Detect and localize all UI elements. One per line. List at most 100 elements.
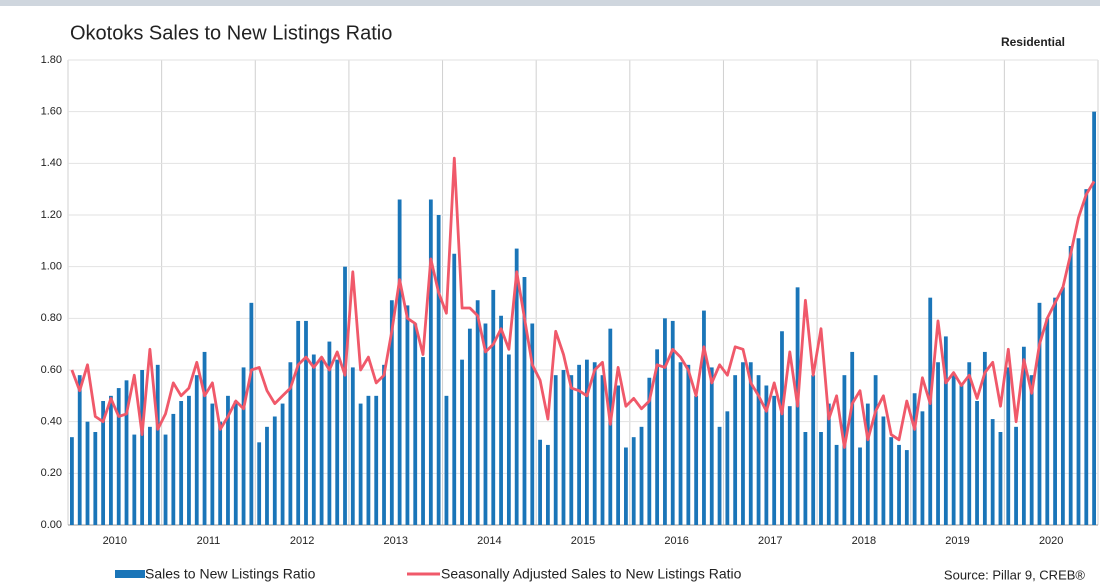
x-tick-label: 2015 bbox=[571, 535, 595, 547]
y-tick-label: 0.40 bbox=[41, 416, 62, 428]
bar bbox=[905, 450, 909, 525]
bar bbox=[702, 311, 706, 525]
bar bbox=[936, 362, 940, 525]
bar bbox=[819, 432, 823, 525]
x-tick-label: 2014 bbox=[477, 535, 501, 547]
bar bbox=[866, 404, 870, 525]
bar bbox=[156, 365, 160, 525]
y-tick-label: 0.60 bbox=[41, 364, 62, 376]
x-tick-label: 2019 bbox=[945, 535, 969, 547]
x-tick-label: 2011 bbox=[197, 535, 221, 547]
bar bbox=[718, 427, 722, 525]
bar bbox=[109, 396, 113, 525]
bar bbox=[70, 437, 74, 525]
bar bbox=[788, 406, 792, 525]
bar bbox=[335, 360, 339, 525]
x-tick-label: 2010 bbox=[103, 535, 127, 547]
x-tick-label: 2013 bbox=[383, 535, 407, 547]
bar bbox=[242, 367, 246, 525]
bar bbox=[1069, 246, 1073, 525]
bar bbox=[975, 401, 979, 525]
x-tick-label: 2016 bbox=[664, 535, 688, 547]
bar bbox=[640, 427, 644, 525]
y-tick-label: 1.00 bbox=[41, 261, 62, 273]
bar bbox=[491, 290, 495, 525]
bar bbox=[187, 396, 191, 525]
bar bbox=[710, 367, 714, 525]
bar bbox=[148, 427, 152, 525]
bar bbox=[320, 357, 324, 525]
bar bbox=[398, 200, 402, 526]
bar bbox=[897, 445, 901, 525]
legend-swatch bbox=[115, 570, 145, 578]
bar bbox=[1045, 318, 1049, 525]
bar bbox=[835, 445, 839, 525]
top-strip bbox=[0, 0, 1100, 6]
y-tick-label: 1.20 bbox=[41, 209, 62, 221]
y-tick-label: 0.80 bbox=[41, 312, 62, 324]
bar bbox=[273, 417, 277, 526]
bar bbox=[210, 404, 214, 525]
bar bbox=[538, 440, 542, 525]
legend-label: Seasonally Adjusted Sales to New Listing… bbox=[441, 566, 742, 582]
bar bbox=[585, 360, 589, 525]
bar bbox=[686, 365, 690, 525]
bar bbox=[608, 329, 612, 525]
bar bbox=[140, 370, 144, 525]
bar bbox=[499, 316, 503, 525]
bar bbox=[546, 445, 550, 525]
y-tick-label: 0.00 bbox=[41, 519, 62, 531]
bar bbox=[421, 357, 425, 525]
source: Source: Pillar 9, CREB® bbox=[944, 567, 1085, 582]
bar bbox=[218, 422, 222, 525]
x-tick-label: 2012 bbox=[290, 535, 314, 547]
y-tick-label: 1.80 bbox=[41, 54, 62, 66]
bar bbox=[171, 414, 175, 525]
bar bbox=[78, 375, 82, 525]
bar bbox=[843, 375, 847, 525]
bar bbox=[1053, 298, 1057, 525]
bar bbox=[382, 365, 386, 525]
bar bbox=[476, 300, 480, 525]
legend-label: Sales to New Listings Ratio bbox=[145, 566, 316, 582]
bar bbox=[999, 432, 1003, 525]
bar bbox=[1084, 189, 1088, 525]
x-tick-label: 2018 bbox=[852, 535, 876, 547]
bar bbox=[304, 321, 308, 525]
bar bbox=[117, 388, 121, 525]
bar bbox=[249, 303, 253, 525]
bar bbox=[811, 375, 815, 525]
bar bbox=[195, 375, 199, 525]
bar bbox=[858, 448, 862, 526]
bar bbox=[179, 401, 183, 525]
bar bbox=[312, 355, 316, 526]
chart: Okotoks Sales to New Listings Ratio Resi… bbox=[0, 0, 1100, 588]
bar bbox=[359, 404, 363, 525]
bar bbox=[562, 370, 566, 525]
bar bbox=[921, 411, 925, 525]
bar bbox=[733, 375, 737, 525]
bar bbox=[624, 448, 628, 526]
bar bbox=[437, 215, 441, 525]
bar bbox=[952, 375, 956, 525]
bar bbox=[203, 352, 207, 525]
bar bbox=[296, 321, 300, 525]
bar bbox=[772, 396, 776, 525]
bar bbox=[1061, 287, 1065, 525]
bar bbox=[257, 442, 261, 525]
bar bbox=[874, 375, 878, 525]
bar bbox=[452, 254, 456, 525]
bar bbox=[234, 401, 238, 525]
bar bbox=[484, 324, 488, 526]
bar bbox=[569, 375, 573, 525]
bar bbox=[413, 324, 417, 526]
bar bbox=[616, 386, 620, 526]
bar bbox=[889, 437, 893, 525]
x-tick-label: 2017 bbox=[758, 535, 782, 547]
bar bbox=[780, 331, 784, 525]
bar bbox=[725, 411, 729, 525]
bar bbox=[1030, 375, 1034, 525]
bar bbox=[928, 298, 932, 525]
bar bbox=[601, 375, 605, 525]
bar bbox=[850, 352, 854, 525]
